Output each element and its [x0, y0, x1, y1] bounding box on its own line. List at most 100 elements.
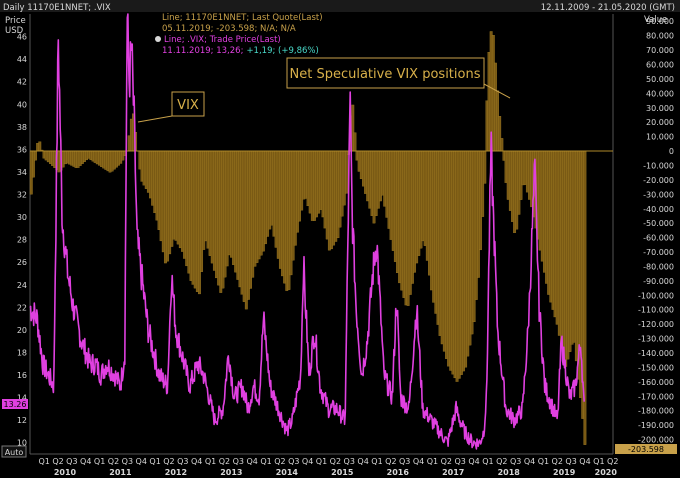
- left-tick-label: 16: [17, 371, 27, 380]
- x-quarter-label: Q2: [552, 457, 563, 466]
- x-quarter-label: Q2: [496, 457, 507, 466]
- x-year-label: 2014: [276, 468, 299, 477]
- x-quarter-label: Q3: [177, 457, 188, 466]
- x-quarter-label: Q1: [482, 457, 493, 466]
- right-tick-label: -80.000: [643, 262, 674, 271]
- x-quarter-label: Q2: [163, 457, 174, 466]
- x-quarter-label: Q1: [593, 457, 604, 466]
- x-year-label: 2017: [442, 468, 464, 477]
- left-tick-label: 38: [17, 123, 27, 132]
- left-tick-label: 18: [17, 348, 27, 357]
- header-title: Daily 11170E1NNET; .VIX: [3, 3, 111, 13]
- x-axis-quarters: Q1 Q2 Q3 Q4 Q1 Q2 Q3 Q4 Q1 Q2 Q3 Q4 Q1 Q2 Q3 Q4 Q1 Q2 Q3 Q4…: [38, 457, 618, 466]
- x-quarter-label: Q1: [538, 457, 549, 466]
- left-tick-label: 30: [17, 213, 27, 222]
- vix-annotation-pointer: [137, 115, 173, 123]
- positions-last-value-tag: [615, 444, 677, 454]
- left-tick-label: 32: [17, 191, 27, 200]
- positions-bars: [29, 31, 613, 445]
- x-quarter-label: Q3: [565, 457, 576, 466]
- right-tick-label: 50.000: [646, 75, 674, 84]
- left-tick-label: 44: [17, 55, 27, 64]
- right-tick-label: 40.000: [646, 89, 674, 98]
- x-quarter-label: Q4: [302, 457, 313, 466]
- x-quarter-label: Q4: [191, 457, 202, 466]
- right-tick-label: 80.000: [646, 32, 674, 41]
- x-year-label: 2012: [165, 468, 187, 477]
- x-year-label: 2016: [387, 468, 410, 477]
- x-quarter-label: Q2: [219, 457, 230, 466]
- positions-last-value-text: -203.598: [628, 445, 664, 454]
- x-quarter-label: Q1: [205, 457, 216, 466]
- x-quarter-label: Q1: [149, 457, 160, 466]
- right-tick-label: -60.000: [643, 234, 674, 243]
- left-tick-label: 14: [17, 394, 27, 403]
- left-tick-label: 24: [17, 281, 27, 290]
- x-quarter-label: Q1: [371, 457, 382, 466]
- right-tick-label: 70.000: [646, 46, 674, 55]
- right-tick-label: -150.000: [638, 363, 674, 372]
- right-tick-label: 60.000: [646, 60, 674, 69]
- x-year-label: 2019: [553, 468, 576, 477]
- legend-line1-name: Line; 11170E1NNET; Last Quote(Last): [162, 13, 323, 23]
- x-quarter-label: Q3: [510, 457, 521, 466]
- right-tick-label: -180.000: [638, 407, 674, 416]
- left-tick-label: 20: [17, 326, 27, 335]
- legend-line2-name: Line; .VIX; Trade Price(Last): [164, 35, 281, 45]
- x-axis-years: 2010 2011 2012 2013 2014 2015 2016 2017 2018 2019…: [54, 468, 618, 477]
- right-tick-label: -30.000: [643, 190, 674, 199]
- left-axis-unit-price: Price: [5, 16, 26, 26]
- left-tick-label: 42: [17, 78, 27, 87]
- x-year-label: 2020: [595, 468, 618, 477]
- x-quarter-label: Q4: [468, 457, 479, 466]
- header-bar: [0, 0, 680, 12]
- x-quarter-label: Q4: [136, 457, 147, 466]
- right-tick-label: -140.000: [638, 349, 674, 358]
- right-tick-label: -200.000: [638, 436, 674, 445]
- x-year-label: 2015: [331, 468, 354, 477]
- legend-line2-change: +1,19; (+9,86%): [246, 46, 318, 56]
- auto-scale-button[interactable]: [1, 445, 27, 458]
- right-tick-label: 90.000: [646, 17, 674, 26]
- x-quarter-label: Q1: [316, 457, 327, 466]
- left-tick-label: 40: [17, 100, 27, 109]
- left-tick-label: 22: [17, 303, 27, 312]
- x-quarter-label: Q2: [274, 457, 285, 466]
- right-tick-label: -170.000: [638, 392, 674, 401]
- right-tick-label: -100.000: [638, 291, 674, 300]
- x-quarter-label: Q4: [357, 457, 368, 466]
- vix-last-value-text: 13.26: [4, 400, 27, 409]
- x-quarter-label: Q1: [260, 457, 271, 466]
- x-year-label: 2018: [498, 468, 521, 477]
- right-tick-label: -110.000: [638, 306, 674, 315]
- positions-bar: [34, 150, 37, 161]
- vix-annotation-label: VIX: [177, 98, 199, 113]
- left-axis-ticks: 10 12 14 16 18 20 22 24 26 28 30 32 34 36 38 40 42 44 46: [17, 33, 27, 448]
- right-tick-label: -190.000: [638, 421, 674, 430]
- right-tick-label: 20.000: [646, 118, 674, 127]
- x-quarter-label: Q4: [579, 457, 590, 466]
- positions-annotation-box: [286, 57, 485, 89]
- left-tick-label: 10: [17, 439, 27, 448]
- x-quarter-label: Q2: [330, 457, 341, 466]
- x-quarter-label: Q3: [122, 457, 133, 466]
- left-axis-unit-usd: USD: [5, 26, 24, 36]
- positions-bar: [38, 141, 42, 152]
- right-tick-label: -90.000: [643, 277, 674, 286]
- x-quarter-label: Q2: [385, 457, 396, 466]
- vix-series-line: [29, 13, 585, 450]
- x-quarter-label: Q2: [607, 457, 618, 466]
- x-quarter-label: Q2: [441, 457, 452, 466]
- legend: Line; 11170E1NNET; Last Quote(Last) 05.1…: [155, 13, 323, 56]
- positions-annotation-pointer: [483, 83, 511, 99]
- right-tick-label: -120.000: [638, 320, 674, 329]
- x-quarter-label: Q4: [80, 457, 91, 466]
- right-tick-label: 30.000: [646, 104, 674, 113]
- positions-annotation-label: Net Speculative VIX positions: [290, 67, 481, 82]
- right-axis-ticks: 90.000 80.000 70.000 60.000 50.000 40.000 30.0…: [638, 17, 674, 444]
- x-quarter-label: Q3: [399, 457, 410, 466]
- right-tick-label: -50.000: [643, 219, 674, 228]
- left-tick-label: 36: [17, 145, 27, 154]
- x-quarter-label: Q3: [233, 457, 244, 466]
